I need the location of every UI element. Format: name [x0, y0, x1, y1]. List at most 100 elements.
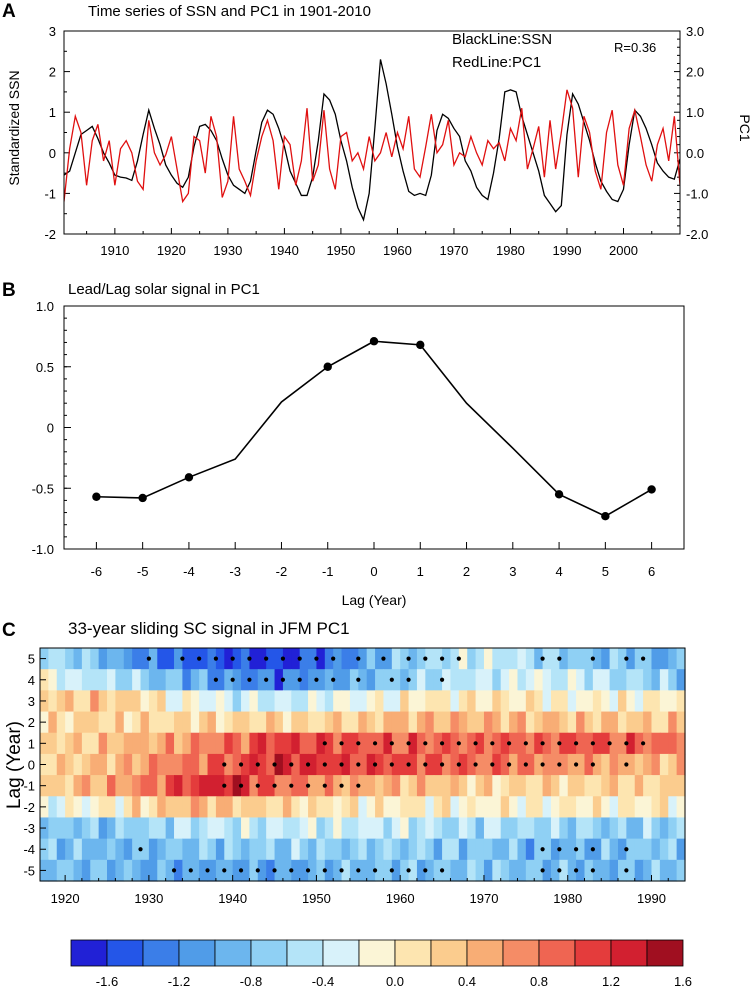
heatmap-cell [266, 690, 276, 713]
heatmap-cell [668, 859, 678, 882]
heatmap-cell [576, 775, 586, 797]
heatmap-cell [123, 775, 133, 797]
heatmap-cell [190, 753, 200, 776]
heatmap-cell [207, 838, 217, 861]
significance-dot [339, 741, 344, 746]
heatmap-cell [81, 690, 91, 713]
heatmap-cell [274, 711, 284, 734]
heatmap-cell [165, 732, 175, 755]
heatmap-cell [249, 669, 259, 691]
heatmap-cell [182, 775, 192, 797]
heatmap-cell [174, 796, 184, 819]
heatmap-cell [601, 669, 611, 691]
heatmap-cell [668, 690, 678, 713]
heatmap-cell [207, 669, 217, 691]
heatmap-cell [483, 817, 493, 840]
colorbar-swatch [214, 939, 252, 967]
heatmap-cell [576, 817, 586, 840]
heatmap-cell [333, 690, 343, 713]
a-xtick-label: 1940 [270, 243, 299, 258]
heatmap-cell [224, 648, 234, 670]
c-ytick-label: -1 [23, 779, 35, 794]
heatmap-cell [609, 690, 619, 713]
heatmap-cell [576, 648, 586, 670]
heatmap-cell [643, 669, 653, 691]
significance-dot [389, 677, 394, 682]
heatmap-cell [659, 796, 669, 819]
heatmap-cell [366, 648, 376, 670]
heatmap-cell [157, 796, 167, 819]
heatmap-cell [65, 775, 75, 797]
significance-dot [590, 868, 595, 873]
panel-a-frame [63, 30, 681, 235]
heatmap-cell [132, 775, 142, 797]
heatmap-cell [391, 648, 401, 670]
heatmap-cell [550, 859, 560, 882]
heatmap-cell [48, 838, 58, 861]
heatmap-cell [207, 817, 217, 840]
heatmap-cell [383, 732, 393, 755]
heatmap-cell [98, 711, 108, 734]
significance-dot [607, 741, 612, 746]
colorbar-swatch [250, 939, 288, 967]
significance-dot [473, 741, 478, 746]
legend-red-label: RedLine:PC1 [452, 54, 541, 71]
heatmap-cell [609, 838, 619, 861]
significance-dot [372, 868, 378, 873]
heatmap-cell [207, 796, 217, 819]
heatmap-cell [308, 817, 318, 840]
heatmap-cell [567, 648, 577, 670]
b-ytick-label: 0 [47, 421, 54, 436]
heatmap-cell [559, 796, 569, 819]
heatmap-cell [182, 817, 192, 840]
heatmap-cell [391, 859, 401, 882]
heatmap-cell [291, 838, 301, 861]
significance-dot [590, 847, 595, 852]
heatmap-cell [425, 732, 435, 755]
heatmap-cell [207, 859, 217, 882]
heatmap-cell [65, 711, 75, 734]
heatmap-cell [550, 669, 560, 691]
heatmap-cell [132, 859, 142, 882]
heatmap-cell [349, 732, 359, 755]
heatmap-cell [525, 817, 535, 840]
heatmap-cell [132, 669, 142, 691]
heatmap-cell [576, 753, 586, 776]
heatmap-cell [433, 711, 443, 734]
heatmap-cell [266, 817, 276, 840]
heatmap-cell [182, 648, 192, 670]
heatmap-cell [542, 669, 552, 691]
heatmap-cell [467, 817, 477, 840]
a-ytick-right-label: -2.0 [686, 227, 708, 242]
heatmap-cell [157, 690, 167, 713]
heatmap-cell [174, 753, 184, 776]
b-xtick-label: -4 [183, 564, 195, 579]
significance-dot [540, 847, 545, 852]
heatmap-cell [366, 838, 376, 861]
heatmap-cell [140, 690, 150, 713]
heatmap-cell [333, 838, 343, 861]
heatmap-cell [475, 732, 485, 755]
heatmap-cell [458, 859, 468, 882]
heatmap-cell [643, 796, 653, 819]
heatmap-cell [308, 753, 318, 776]
heatmap-cell [199, 690, 209, 713]
heatmap-cell [341, 732, 351, 755]
heatmap-cell [525, 648, 535, 670]
heatmap-cell [199, 711, 209, 734]
heatmap-cell [442, 669, 452, 691]
colorbar-swatch [538, 939, 576, 967]
a-xtick-label: 1950 [326, 243, 355, 258]
heatmap-cell [48, 732, 58, 755]
significance-dot [456, 741, 461, 746]
heatmap-cell [224, 711, 234, 734]
b-xtick-label: 3 [509, 564, 516, 579]
heatmap-cell [257, 711, 267, 734]
heatmap-cell [316, 775, 326, 797]
heatmap-cell [383, 817, 393, 840]
heatmap-cell [601, 648, 611, 670]
heatmap-cell [274, 669, 284, 691]
heatmap-cell [207, 690, 217, 713]
heatmap-cell [215, 753, 225, 776]
heatmap-cell [123, 817, 133, 840]
